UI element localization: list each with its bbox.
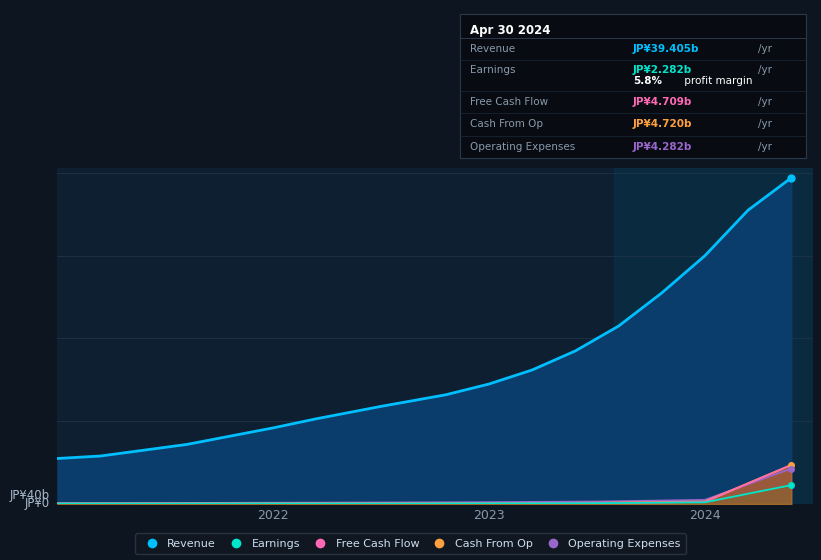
Bar	[614, 168, 813, 504]
Legend: Revenue, Earnings, Free Cash Flow, Cash From Op, Operating Expenses: Revenue, Earnings, Free Cash Flow, Cash …	[135, 533, 686, 554]
Text: JP¥4.720b: JP¥4.720b	[633, 119, 692, 129]
Text: JP¥2.282b: JP¥2.282b	[633, 65, 692, 75]
Text: JP¥4.282b: JP¥4.282b	[633, 142, 692, 152]
Text: /yr: /yr	[758, 142, 772, 152]
Text: JP¥0: JP¥0	[25, 497, 50, 511]
Text: Revenue: Revenue	[470, 44, 515, 54]
Text: Operating Expenses: Operating Expenses	[470, 142, 575, 152]
Text: JP¥4.709b: JP¥4.709b	[633, 97, 692, 107]
Text: /yr: /yr	[758, 97, 772, 107]
Text: /yr: /yr	[758, 65, 772, 75]
Text: Earnings: Earnings	[470, 65, 515, 75]
Text: JP¥39.405b: JP¥39.405b	[633, 44, 699, 54]
Text: JP¥40b: JP¥40b	[10, 489, 50, 502]
Text: Free Cash Flow: Free Cash Flow	[470, 97, 548, 107]
Text: /yr: /yr	[758, 44, 772, 54]
Text: Cash From Op: Cash From Op	[470, 119, 543, 129]
Text: 5.8%: 5.8%	[633, 76, 662, 86]
Text: profit margin: profit margin	[681, 76, 753, 86]
Text: Apr 30 2024: Apr 30 2024	[470, 24, 550, 37]
Text: /yr: /yr	[758, 119, 772, 129]
